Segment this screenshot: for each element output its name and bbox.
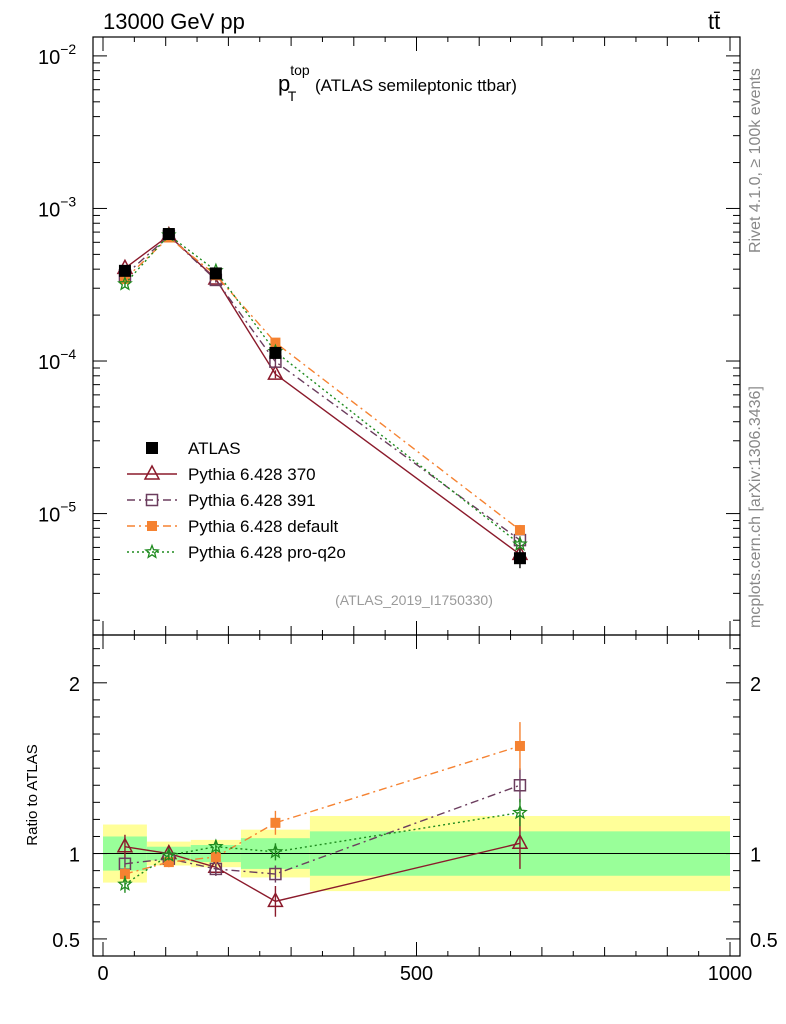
process-label: tt̄ <box>708 9 720 34</box>
main-y-tick-label: 10−4 <box>38 346 76 374</box>
series-p391 <box>118 229 527 547</box>
legend-label-pdef: Pythia 6.428 default <box>188 517 339 536</box>
ratio-point-pdef <box>163 857 174 868</box>
ratio-point-pq2o <box>267 843 284 859</box>
main-y-tick-label: 10−2 <box>38 41 76 69</box>
title-p: p <box>278 71 290 96</box>
data-point-pdef <box>514 525 525 536</box>
main-y-tick-label: 10−3 <box>38 193 76 221</box>
ratio-point-pq2o <box>207 838 224 854</box>
ratio-point-pq2o <box>117 876 133 891</box>
legend-label-atlas: ATLAS <box>188 439 241 458</box>
ratio-point-pq2o <box>512 804 528 820</box>
tick-exponent: −5 <box>60 499 76 515</box>
ratio-plot-frame <box>92 634 741 957</box>
legend-label-p391: Pythia 6.428 391 <box>188 491 316 510</box>
ratio-series-pdef <box>119 722 525 881</box>
series-pq2o <box>117 226 528 551</box>
data-point-pdef <box>270 337 281 348</box>
data-point-atlas <box>209 267 222 280</box>
ratio-y-tick-label-left: 1 <box>69 845 80 867</box>
main-y-tick-label: 10−5 <box>38 499 76 527</box>
ratio-y-tick-label-right: 1 <box>750 845 761 867</box>
energy-label: 13000 GeV pp <box>103 9 245 34</box>
data-point-atlas <box>118 264 131 277</box>
legend-marker-pdef <box>147 521 157 531</box>
series-line-p370 <box>124 234 521 555</box>
ratio-y-tick-label-right: 2 <box>750 674 761 696</box>
ratio-point-p391 <box>513 779 527 792</box>
ratio-ylabel: Ratio to ATLAS <box>24 744 41 845</box>
ratio-y-tick-label-left: 0.5 <box>52 930 80 952</box>
ratio-point-pdef <box>270 817 281 828</box>
series-line-pdef <box>124 236 521 531</box>
ratio-x-tick-label: 500 <box>400 963 433 985</box>
tick-exponent: −3 <box>60 193 76 209</box>
ratio-uncertainty-bands <box>93 815 740 892</box>
legend-marker-atlas <box>146 442 158 454</box>
rivet-version-label: Rivet 4.1.0, ≥ 100k events <box>747 68 764 253</box>
ratio-x-tick-label: 1000 <box>708 963 753 985</box>
ratio-point-pdef <box>210 851 221 862</box>
data-point-atlas <box>513 552 526 565</box>
main-axis-ticks: 10−510−410−310−2 <box>38 37 740 635</box>
tick-base: 10 <box>38 505 60 527</box>
legend: ATLAS Pythia 6.428 370 Pythia 6.428 391 Pyt… <box>127 439 346 562</box>
ratio-point-p370 <box>511 833 529 850</box>
ratio-point-p370 <box>267 891 284 908</box>
legend-marker-pq2o <box>144 543 160 559</box>
tick-exponent: −2 <box>60 41 76 57</box>
ratio-y-tick-label-left: 2 <box>69 674 80 696</box>
ratio-series-group <box>116 722 529 917</box>
mcplots-citation-label: mcplots.cern.ch [arXiv:1306.3436] <box>747 386 764 628</box>
series-line-pq2o <box>124 234 521 545</box>
legend-label-p370: Pythia 6.428 370 <box>188 465 316 484</box>
legend-label-pq2o: Pythia 6.428 pro-q2o <box>188 543 346 562</box>
legend-item-p370: Pythia 6.428 370 <box>127 464 316 484</box>
ratio-axis-ticks: 0.5 0.5 1 1 2 2 0 500 1000 <box>52 635 778 985</box>
ratio-y-tick-label-right: 0.5 <box>750 930 778 952</box>
ratio-point-p391 <box>269 867 282 881</box>
legend-item-p391: Pythia 6.428 391 <box>127 491 316 510</box>
data-point-atlas <box>269 346 282 359</box>
legend-item-pdef: Pythia 6.428 default <box>127 517 339 536</box>
ratio-point-p370 <box>116 837 134 853</box>
data-point-atlas <box>162 228 175 241</box>
series-line-p391 <box>124 235 521 541</box>
legend-marker-p370 <box>143 464 161 480</box>
data-point-p370 <box>267 364 284 380</box>
tick-base: 10 <box>38 199 60 221</box>
ratio-point-pq2o <box>160 847 177 862</box>
ratio-series-pq2o <box>117 798 528 893</box>
ratio-point-pdef <box>514 740 525 751</box>
series-atlas <box>118 228 526 569</box>
legend-item-pq2o: Pythia 6.428 pro-q2o <box>127 543 346 562</box>
ratio-point-pdef <box>119 869 130 880</box>
legend-item-atlas: ATLAS <box>146 439 241 458</box>
series-pdef <box>119 232 525 536</box>
analysis-id-label: (ATLAS_2019_I1750330) <box>335 592 493 608</box>
legend-marker-p391 <box>145 493 159 507</box>
ratio-x-tick-label: 0 <box>97 963 108 985</box>
title-superscript: top <box>290 62 310 78</box>
tick-base: 10 <box>38 47 60 69</box>
title-subscript: T <box>288 88 297 104</box>
plot-title: ptop T (ATLAS semileptonic ttbar) <box>278 62 517 104</box>
tick-exponent: −4 <box>60 346 76 362</box>
data-point-pq2o <box>117 275 133 291</box>
tick-base: 10 <box>38 352 60 374</box>
data-point-pq2o <box>512 535 528 551</box>
main-series-group <box>116 225 529 569</box>
title-description: (ATLAS semileptonic ttbar) <box>310 76 517 95</box>
